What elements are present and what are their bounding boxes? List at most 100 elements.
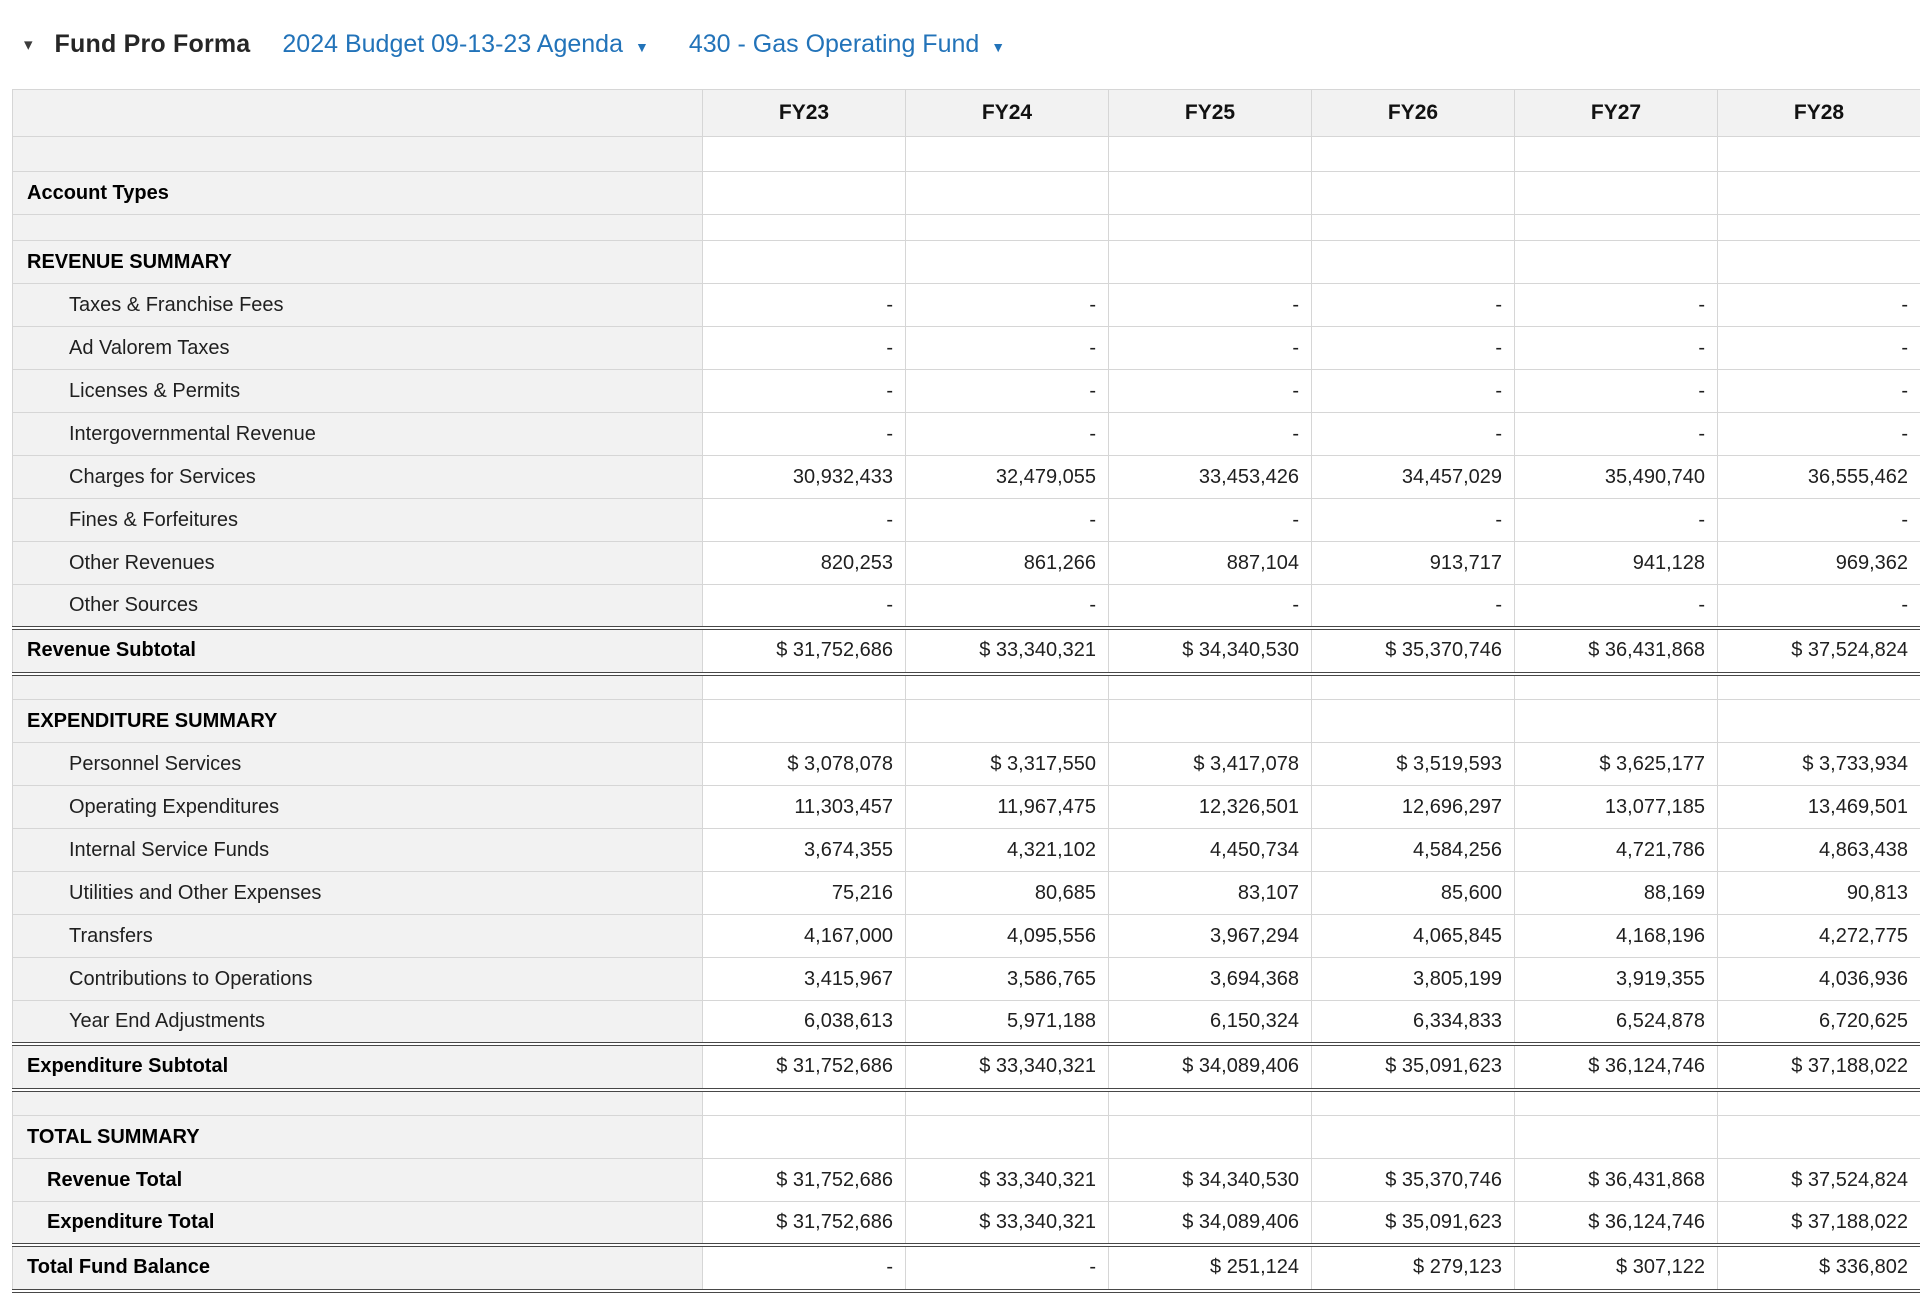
value-cell (1514, 673, 1718, 700)
value-cell: - (1311, 326, 1515, 370)
value-cell (905, 240, 1109, 284)
value-cell: 913,717 (1311, 541, 1515, 585)
row-label: Personnel Services (12, 742, 703, 786)
value-cell: $ 33,340,321 (905, 1201, 1109, 1245)
value-cell: 861,266 (905, 541, 1109, 585)
table-row: Revenue Total $ 31,752,686 $ 33,340,321 $ 3… (12, 1158, 1920, 1202)
value-cell (1108, 1115, 1312, 1159)
value-cell (1108, 673, 1312, 700)
value-cell: $ 3,078,078 (702, 742, 906, 786)
value-cell: 12,696,297 (1311, 785, 1515, 829)
budget-dropdown[interactable]: 2024 Budget 09-13-23 Agenda ▼ (282, 30, 648, 59)
value-cell: 4,450,734 (1108, 828, 1312, 872)
value-cell: - (1108, 498, 1312, 542)
value-cell: 75,216 (702, 871, 906, 915)
value-cell: $ 37,524,824 (1717, 1158, 1920, 1202)
table-row: Contributions to Operations 3,415,967 3,58… (12, 957, 1920, 1001)
table-row: Year End Adjustments 6,038,613 5,971,188 6,… (12, 1000, 1920, 1044)
row-label: Transfers (12, 914, 703, 958)
value-cell: - (1717, 369, 1920, 413)
value-cell: 4,036,936 (1717, 957, 1920, 1001)
value-cell (905, 1089, 1109, 1116)
chevron-down-icon: ▼ (991, 38, 1006, 55)
value-cell: $ 36,431,868 (1514, 625, 1718, 676)
value-cell: $ 31,752,686 (702, 1201, 906, 1245)
table-row (12, 214, 1920, 241)
value-cell: 80,685 (905, 871, 1109, 915)
value-cell: 4,272,775 (1717, 914, 1920, 958)
value-cell: - (905, 584, 1109, 628)
value-cell (1717, 171, 1920, 215)
corner-cell (12, 89, 703, 137)
table-header: FY23 FY24 FY25 FY26 FY27 FY28 (12, 89, 1920, 137)
row-label: Operating Expenditures (12, 785, 703, 829)
row-label: TOTAL SUMMARY (12, 1115, 703, 1159)
value-cell: $ 3,733,934 (1717, 742, 1920, 786)
value-cell: - (905, 412, 1109, 456)
value-cell (1311, 1115, 1515, 1159)
budget-dropdown-label: 2024 Budget 09-13-23 Agenda (282, 30, 623, 58)
value-cell: - (1311, 498, 1515, 542)
chevron-down-icon: ▼ (634, 38, 649, 55)
value-cell: 6,720,625 (1717, 1000, 1920, 1044)
value-cell: $ 37,188,022 (1717, 1201, 1920, 1245)
value-cell (702, 136, 906, 172)
value-cell (905, 136, 1109, 172)
value-cell: $ 31,752,686 (702, 1041, 906, 1092)
table-row: Total Fund Balance - - $ 251,124 $ 279,123 $ … (12, 1242, 1920, 1293)
value-cell: 11,303,457 (702, 785, 906, 829)
value-cell: - (1514, 326, 1718, 370)
header-row: FY23 FY24 FY25 FY26 FY27 FY28 (12, 89, 1920, 137)
value-cell: - (1108, 326, 1312, 370)
value-cell: - (702, 326, 906, 370)
table-row: Other Revenues 820,253 861,266 887,104 913,7… (12, 541, 1920, 585)
value-cell: - (905, 498, 1109, 542)
value-cell: $ 3,317,550 (905, 742, 1109, 786)
value-cell: - (1717, 412, 1920, 456)
value-cell: - (1717, 326, 1920, 370)
value-cell: $ 34,089,406 (1108, 1041, 1312, 1092)
value-cell: 11,967,475 (905, 785, 1109, 829)
value-cell: - (702, 369, 906, 413)
row-label: EXPENDITURE SUMMARY (12, 699, 703, 743)
value-cell: 3,415,967 (702, 957, 906, 1001)
value-cell: 34,457,029 (1311, 455, 1515, 499)
value-cell: 13,077,185 (1514, 785, 1718, 829)
value-cell: 36,555,462 (1717, 455, 1920, 499)
value-cell: $ 3,519,593 (1311, 742, 1515, 786)
row-label: Expenditure Subtotal (12, 1041, 703, 1092)
value-cell (1514, 699, 1718, 743)
row-label: Contributions to Operations (12, 957, 703, 1001)
value-cell: 3,694,368 (1108, 957, 1312, 1001)
value-cell (1108, 699, 1312, 743)
column-header: FY27 (1514, 89, 1718, 137)
value-cell (1108, 136, 1312, 172)
value-cell (905, 214, 1109, 241)
toolbar: ▾ Fund Pro Forma 2024 Budget 09-13-23 Ag… (0, 0, 1920, 89)
value-cell (1311, 136, 1515, 172)
value-cell: 3,586,765 (905, 957, 1109, 1001)
value-cell: 30,932,433 (702, 455, 906, 499)
value-cell: - (1311, 584, 1515, 628)
value-cell: 3,805,199 (1311, 957, 1515, 1001)
row-label (12, 673, 703, 700)
value-cell: 941,128 (1514, 541, 1718, 585)
fund-dropdown[interactable]: 430 - Gas Operating Fund ▼ (689, 30, 1005, 59)
table-body: Account Types REVENUE SUMMARY Taxes & Fran… (12, 136, 1920, 1293)
value-cell (1717, 699, 1920, 743)
value-cell: 6,150,324 (1108, 1000, 1312, 1044)
column-header: FY25 (1108, 89, 1312, 137)
row-label: Intergovernmental Revenue (12, 412, 703, 456)
value-cell: $ 35,091,623 (1311, 1201, 1515, 1245)
table-row: EXPENDITURE SUMMARY (12, 699, 1920, 743)
value-cell: - (1311, 412, 1515, 456)
value-cell: 6,334,833 (1311, 1000, 1515, 1044)
row-label: Total Fund Balance (12, 1242, 703, 1293)
value-cell: 887,104 (1108, 541, 1312, 585)
value-cell (905, 673, 1109, 700)
collapse-caret-icon[interactable]: ▾ (24, 34, 33, 54)
value-cell (1717, 1089, 1920, 1116)
value-cell (1514, 214, 1718, 241)
value-cell: 969,362 (1717, 541, 1920, 585)
row-label: Expenditure Total (12, 1201, 703, 1245)
